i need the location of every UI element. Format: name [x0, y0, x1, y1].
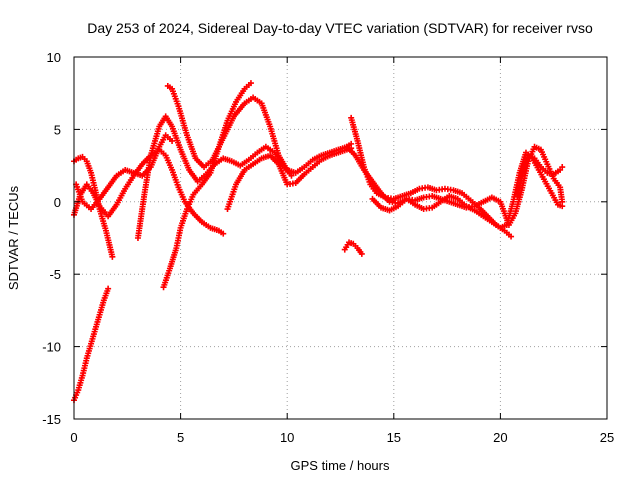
x-axis-label: GPS time / hours	[291, 458, 390, 473]
series-track-m	[514, 152, 566, 200]
x-tick-label: 5	[177, 430, 184, 445]
data-point	[169, 137, 176, 144]
y-tick-label: 10	[47, 50, 61, 65]
series-track-e	[134, 113, 295, 241]
y-tick-label: -10	[42, 340, 61, 355]
data-point	[109, 253, 116, 260]
y-tick-label: -15	[42, 412, 61, 427]
series-track-g	[160, 80, 254, 291]
data-point	[559, 164, 566, 171]
y-tick-label: 5	[54, 122, 61, 137]
data-point	[559, 203, 566, 210]
series-track-a	[71, 285, 112, 404]
axis-ticks: 0 5 10 15 20 25 -15 -10 -5 0 5 10	[42, 50, 614, 445]
x-tick-label: 25	[600, 430, 614, 445]
y-tick-label: -5	[49, 267, 61, 282]
data-point	[358, 250, 365, 257]
y-tick-label: 0	[54, 195, 61, 210]
x-tick-label: 15	[387, 430, 401, 445]
chart-title: Day 253 of 2024, Sidereal Day-to-day VTE…	[87, 20, 593, 36]
series-track-f	[164, 82, 355, 176]
x-tick-label: 10	[280, 430, 294, 445]
plot-frame	[73, 56, 608, 420]
series-track-l	[369, 149, 566, 231]
data-point	[247, 80, 254, 87]
data-point	[508, 233, 515, 240]
series-track-i	[341, 239, 365, 257]
data-points	[71, 80, 566, 404]
grid	[74, 57, 607, 419]
data-point	[220, 230, 227, 237]
x-tick-label: 0	[70, 430, 77, 445]
x-tick-label: 20	[493, 430, 507, 445]
series-track-h	[224, 145, 355, 213]
data-point	[105, 285, 112, 292]
y-axis-label: SDTVAR / TECUs	[6, 185, 21, 290]
